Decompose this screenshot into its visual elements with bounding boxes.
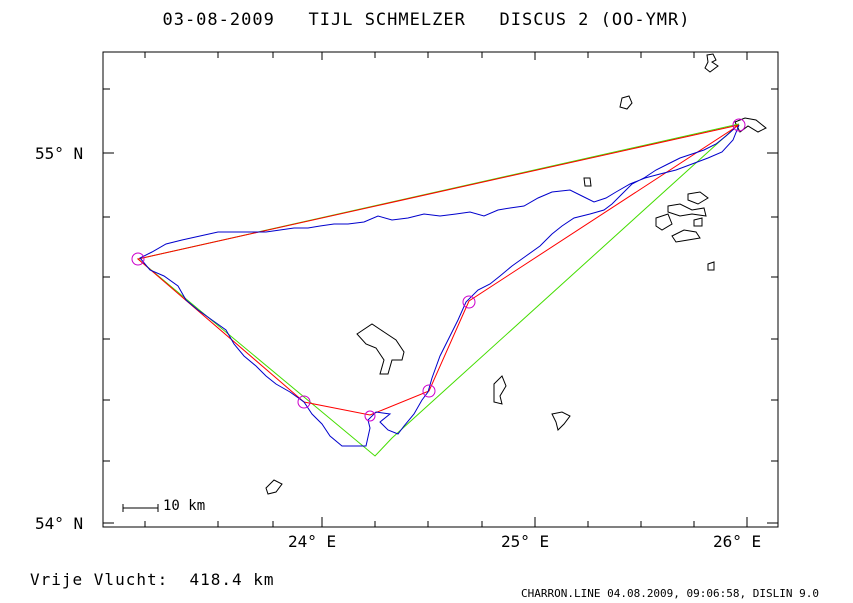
turnpoint-south-3: [422, 384, 436, 398]
flight-distance: Vrije Vlucht: 418.4 km: [30, 570, 275, 589]
scale-bar: [122, 504, 159, 512]
optimized-route-line: [136, 123, 740, 457]
turnpoint-west: [131, 252, 145, 266]
map-title: 03-08-2009 TIJL SCHMELZER DISCUS 2 (OO-Y…: [162, 10, 691, 30]
scale-bar-label: 10 km: [163, 498, 206, 514]
plot-credit: CHARRON.LINE 04.08.2009, 09:06:58, DISLI…: [520, 587, 819, 600]
lon-label-26: 26° E: [713, 532, 762, 551]
axis-ticks: [103, 52, 778, 527]
map-frame: [102, 51, 779, 528]
task-route-line: [136, 124, 740, 416]
gps-track: [139, 124, 740, 447]
lon-label-24: 24° E: [288, 532, 337, 551]
lon-label-25: 25° E: [501, 532, 550, 551]
turnpoint-south-1: [297, 395, 311, 409]
turnpoint-markers: [131, 118, 746, 422]
turnpoint-start-finish: [732, 118, 746, 132]
lat-label-54: 54° N: [35, 514, 84, 533]
turnpoint-south-2: [364, 410, 376, 422]
lat-label-55: 55° N: [35, 144, 84, 163]
lakes-outlines: [265, 53, 767, 495]
turnpoint-east: [462, 295, 476, 309]
